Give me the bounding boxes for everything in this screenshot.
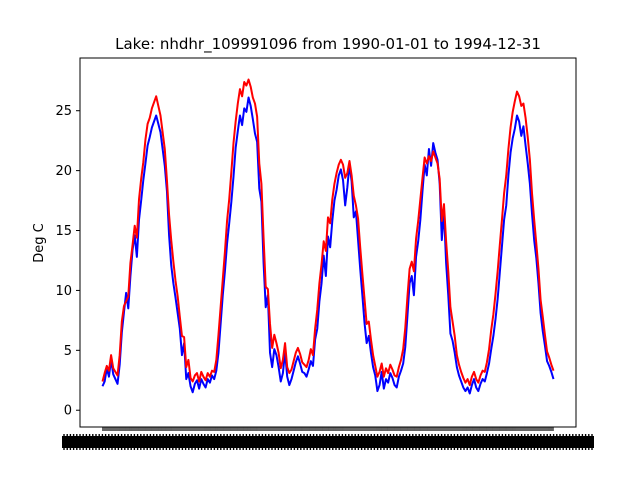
y-tick-label: 10 [55, 284, 72, 299]
series-line-1 [101, 96, 555, 395]
y-axis-label: Deg C [32, 223, 47, 262]
series-layer [101, 78, 555, 395]
x-axis-ticks [62, 427, 594, 450]
y-tick-label: 0 [64, 404, 72, 419]
x-tick-labels-edge [63, 434, 593, 450]
y-tick-label: 20 [55, 164, 72, 179]
y-tick-label: 25 [55, 104, 72, 119]
y-tick-label: 15 [55, 224, 72, 239]
y-axis-ticks: 0 5 10 15 20 25 [55, 104, 80, 419]
plot-frame [79, 57, 577, 428]
x-tick-marks [102, 427, 554, 431]
series-line-2 [101, 78, 555, 387]
y-tick-label: 5 [64, 344, 72, 359]
chart-title: Lake: nhdhr_109991096 from 1990-01-01 to… [115, 35, 541, 54]
x-tick-labels-overlap [62, 436, 594, 448]
